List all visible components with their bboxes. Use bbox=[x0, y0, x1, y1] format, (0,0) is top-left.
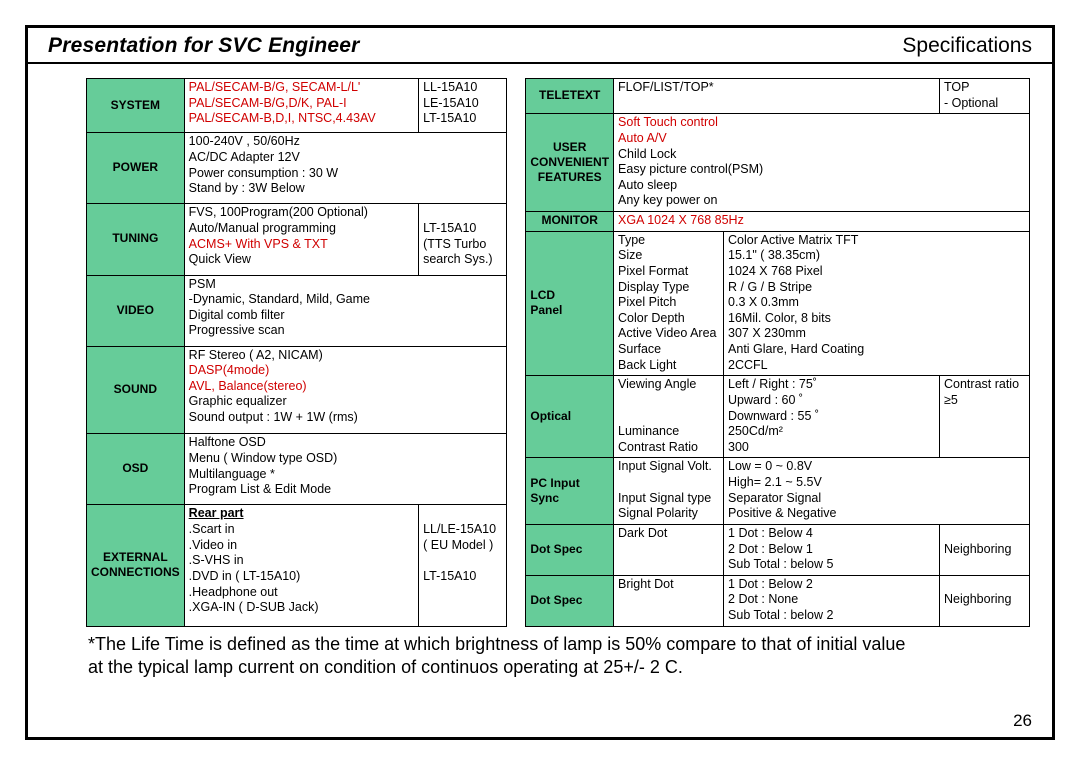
label-pcinput: PC InputSync bbox=[526, 458, 614, 525]
dot1-r: Neighboring bbox=[940, 524, 1030, 575]
optical-vals: Left / Right : 75˚ Upward : 60 ˚ Downwar… bbox=[724, 376, 940, 458]
sound-spec: RF Stereo ( A2, NICAM) DASP(4mode) AVL, … bbox=[184, 346, 507, 434]
tuning-spec: FVS, 100Program(200 Optional) Auto/Manua… bbox=[184, 204, 418, 275]
dot2-vals: 1 Dot : Below 2 2 Dot : None Sub Total :… bbox=[724, 575, 940, 626]
pcinput-vals: Low = 0 ~ 0.8V High= 2.1 ~ 5.5V Separato… bbox=[724, 458, 1030, 525]
lcd-keys: Type Size Pixel Format Display Type Pixe… bbox=[614, 231, 724, 376]
ext-spec: Rear part .Scart in .Video in .S-VHS in … bbox=[184, 505, 418, 626]
teletext-r: TOP - Optional bbox=[940, 79, 1030, 114]
label-osd: OSD bbox=[87, 434, 185, 505]
teletext-spec: FLOF/LIST/TOP* bbox=[614, 79, 940, 114]
dot1-key: Dark Dot bbox=[614, 524, 724, 575]
video-spec: PSM -Dynamic, Standard, Mild, Game Digit… bbox=[184, 275, 507, 346]
label-ext: EXTERNAL CONNECTIONS bbox=[87, 505, 185, 626]
page-number: 26 bbox=[1013, 711, 1032, 731]
power-spec: 100-240V , 50/60Hz AC/DC Adapter 12V Pow… bbox=[184, 133, 507, 204]
label-system: SYSTEM bbox=[87, 79, 185, 133]
content: SYSTEM PAL/SECAM-B/G, SECAM-L/L' PAL/SEC… bbox=[28, 64, 1052, 627]
header: Presentation for SVC Engineer Specificat… bbox=[28, 28, 1052, 62]
page: Presentation for SVC Engineer Specificat… bbox=[0, 0, 1080, 763]
title-left: Presentation for SVC Engineer bbox=[48, 34, 360, 58]
label-optical: Optical bbox=[526, 376, 614, 458]
label-ucf: USER CONVENIENT FEATURES bbox=[526, 114, 614, 212]
osd-spec: Halftone OSD Menu ( Window type OSD) Mul… bbox=[184, 434, 507, 505]
label-monitor: MONITOR bbox=[526, 212, 614, 232]
system-spec: PAL/SECAM-B/G, SECAM-L/L' PAL/SECAM-B/G,… bbox=[184, 79, 418, 133]
label-teletext: TELETEXT bbox=[526, 79, 614, 114]
system-models: LL-15A10 LE-15A10 LT-15A10 bbox=[419, 79, 507, 133]
dot2-key: Bright Dot bbox=[614, 575, 724, 626]
right-table: TELETEXT FLOF/LIST/TOP* TOP - Optional U… bbox=[525, 78, 1030, 627]
label-sound: SOUND bbox=[87, 346, 185, 434]
tuning-model: LT-15A10 (TTS Turbo search Sys.) bbox=[419, 204, 507, 275]
label-lcd: LCDPanel bbox=[526, 231, 614, 376]
label-dot1: Dot Spec bbox=[526, 524, 614, 575]
pcinput-keys: Input Signal Volt. Input Signal type Sig… bbox=[614, 458, 724, 525]
label-tuning: TUNING bbox=[87, 204, 185, 275]
ext-model: LL/LE-15A10 ( EU Model ) LT-15A10 bbox=[419, 505, 507, 626]
title-right: Specifications bbox=[902, 34, 1032, 58]
footnote: *The Life Time is defined as the time at… bbox=[28, 627, 1052, 680]
dot1-vals: 1 Dot : Below 4 2 Dot : Below 1 Sub Tota… bbox=[724, 524, 940, 575]
label-power: POWER bbox=[87, 133, 185, 204]
label-dot2: Dot Spec bbox=[526, 575, 614, 626]
lcd-vals: Color Active Matrix TFT 15.1" ( 38.35cm)… bbox=[724, 231, 1030, 376]
dot2-r: Neighboring bbox=[940, 575, 1030, 626]
optical-r: Contrast ratio ≥5 bbox=[940, 376, 1030, 458]
monitor-spec: XGA 1024 X 768 85Hz bbox=[614, 212, 1030, 232]
label-video: VIDEO bbox=[87, 275, 185, 346]
frame: Presentation for SVC Engineer Specificat… bbox=[25, 25, 1055, 740]
ucf-spec: Soft Touch control Auto A/V Child Lock E… bbox=[614, 114, 1030, 212]
optical-keys: Viewing Angle Luminance Contrast Ratio bbox=[614, 376, 724, 458]
left-table: SYSTEM PAL/SECAM-B/G, SECAM-L/L' PAL/SEC… bbox=[86, 78, 507, 627]
